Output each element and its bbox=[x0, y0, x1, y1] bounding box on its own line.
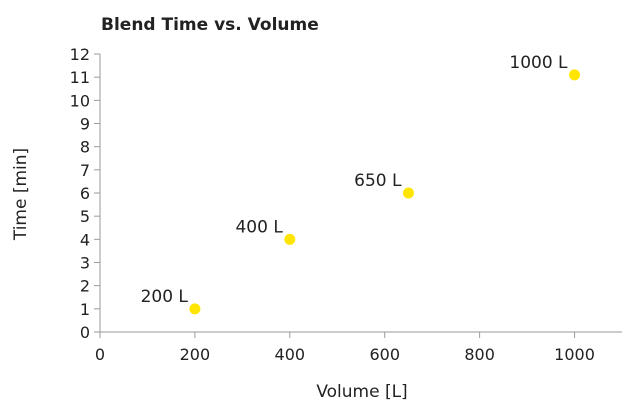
y-tick-label: 3 bbox=[80, 254, 90, 273]
y-tick-label: 1 bbox=[80, 300, 90, 319]
data-point bbox=[402, 187, 414, 199]
data-point bbox=[569, 69, 581, 81]
data-label: 200 L bbox=[141, 287, 189, 307]
y-tick-label: 6 bbox=[80, 184, 90, 203]
y-tick-label: 8 bbox=[80, 138, 90, 157]
x-axis-label: Volume [L] bbox=[316, 382, 407, 402]
y-tick-label: 5 bbox=[80, 207, 90, 226]
x-tick-label: 800 bbox=[464, 345, 495, 364]
y-tick-label: 10 bbox=[70, 91, 90, 110]
x-tick-label: 0 bbox=[95, 345, 105, 364]
y-tick-label: 2 bbox=[80, 277, 90, 296]
y-tick-label: 11 bbox=[70, 68, 90, 87]
x-axis-ticks: 0 200 400 600 800 1000 bbox=[95, 332, 595, 364]
data-point-labels: 200 L 400 L 650 L 1000 L bbox=[141, 53, 568, 307]
x-tick-label: 600 bbox=[369, 345, 400, 364]
x-tick-label: 1000 bbox=[554, 345, 595, 364]
data-label: 400 L bbox=[235, 217, 283, 237]
y-tick-label: 12 bbox=[70, 45, 90, 64]
x-tick-label: 400 bbox=[275, 345, 306, 364]
y-tick-label: 7 bbox=[80, 161, 90, 180]
data-label: 650 L bbox=[354, 171, 402, 191]
data-point bbox=[189, 303, 201, 315]
y-axis-label: Time [min] bbox=[11, 148, 31, 241]
y-tick-label: 4 bbox=[80, 230, 90, 249]
y-tick-label: 0 bbox=[80, 323, 90, 342]
data-point bbox=[284, 233, 296, 245]
y-tick-label: 9 bbox=[80, 115, 90, 134]
chart-title: Blend Time vs. Volume bbox=[101, 15, 319, 35]
x-tick-label: 200 bbox=[180, 345, 211, 364]
data-label: 1000 L bbox=[509, 53, 568, 73]
data-points bbox=[189, 69, 581, 315]
